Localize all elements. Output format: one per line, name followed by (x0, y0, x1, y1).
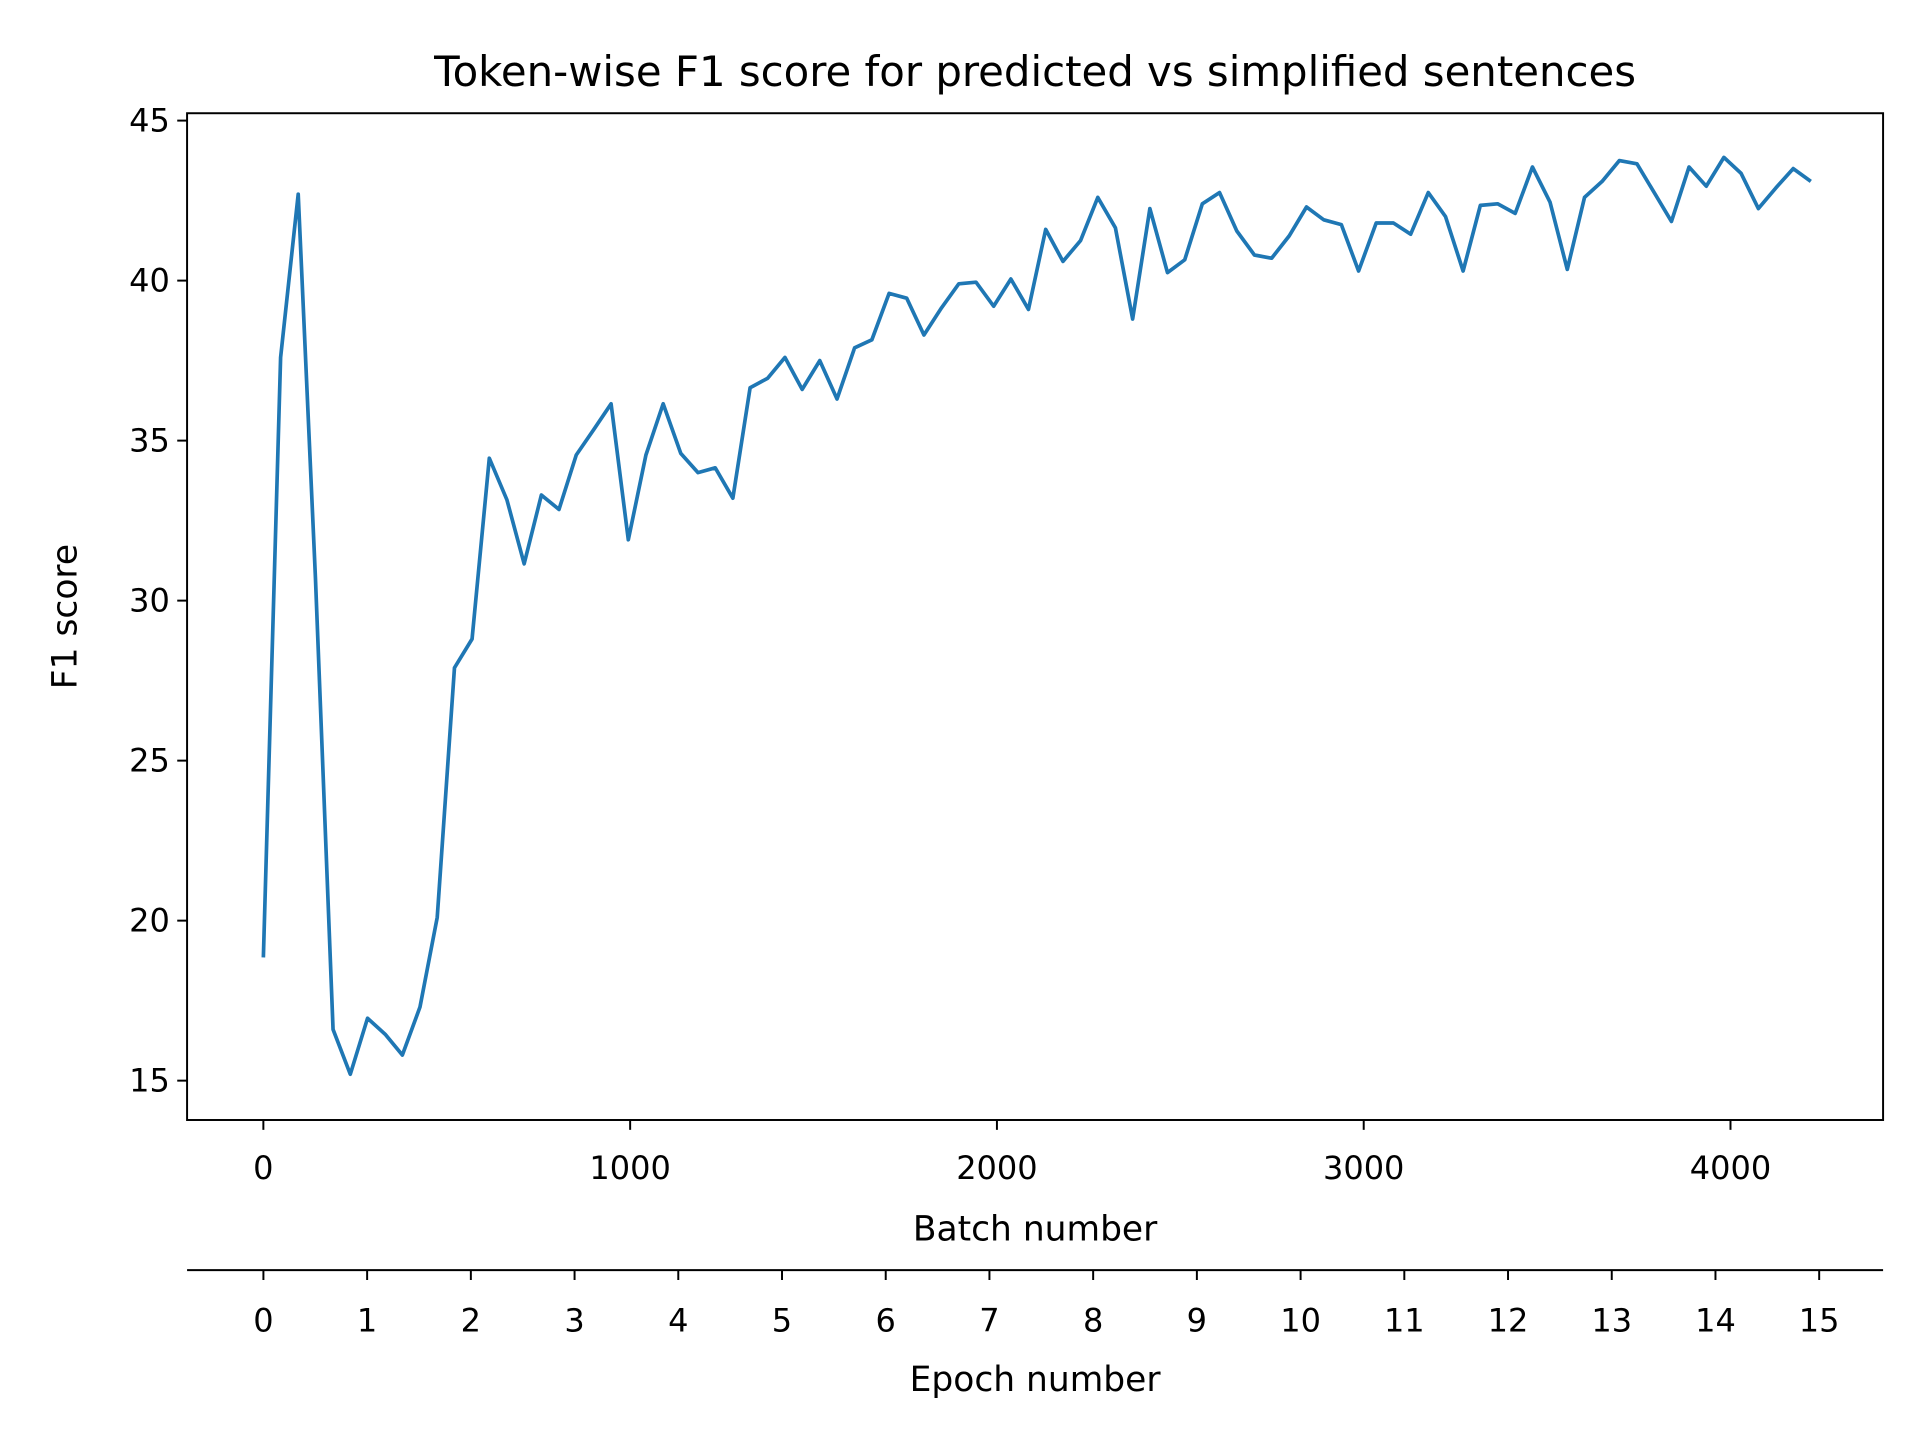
x2-tick-label: 13 (1591, 1302, 1632, 1340)
y-tick-label: 20 (129, 902, 170, 940)
line-series (261, 155, 1812, 1077)
x-tick-label: 1000 (589, 1149, 670, 1187)
x2-tick-label: 0 (253, 1302, 273, 1340)
y-tick-label: 35 (129, 422, 170, 460)
chart-title: Token-wise F1 score for predicted vs sim… (433, 47, 1636, 96)
y-tick-label: 15 (129, 1062, 170, 1100)
x2-tick-label: 11 (1384, 1302, 1425, 1340)
x-tick-label: 4000 (1690, 1149, 1771, 1187)
x2-tick-label: 1 (357, 1302, 377, 1340)
plot-frame (186, 112, 1885, 1121)
x2-tick-label: 9 (1187, 1302, 1207, 1340)
y-tick-label: 45 (129, 102, 170, 140)
x2-tick-label: 14 (1695, 1302, 1736, 1340)
x2-tick-label: 5 (772, 1302, 792, 1340)
x2-axis-label: Epoch number (910, 1360, 1162, 1400)
y-axis-label: F1 score (45, 544, 85, 689)
x2-tick-label: 12 (1488, 1302, 1529, 1340)
y-tick-label: 40 (129, 262, 170, 300)
x2-tick-label: 15 (1799, 1302, 1840, 1340)
x-axis-label: Batch number (913, 1210, 1158, 1250)
x2-tick-label: 7 (979, 1302, 999, 1340)
x-tick-label: 3000 (1323, 1149, 1404, 1187)
x2-tick-label: 10 (1280, 1302, 1321, 1340)
x2-tick-label: 3 (564, 1302, 584, 1340)
y-tick-label: 30 (129, 582, 170, 620)
x-tick-label: 0 (253, 1149, 273, 1187)
x2-tick-label: 4 (668, 1302, 688, 1340)
x2-tick-label: 2 (461, 1302, 481, 1340)
x2-tick-label: 6 (876, 1302, 896, 1340)
y-tick-label: 25 (129, 742, 170, 780)
x2-tick-label: 8 (1083, 1302, 1103, 1340)
x-tick-label: 2000 (956, 1149, 1037, 1187)
